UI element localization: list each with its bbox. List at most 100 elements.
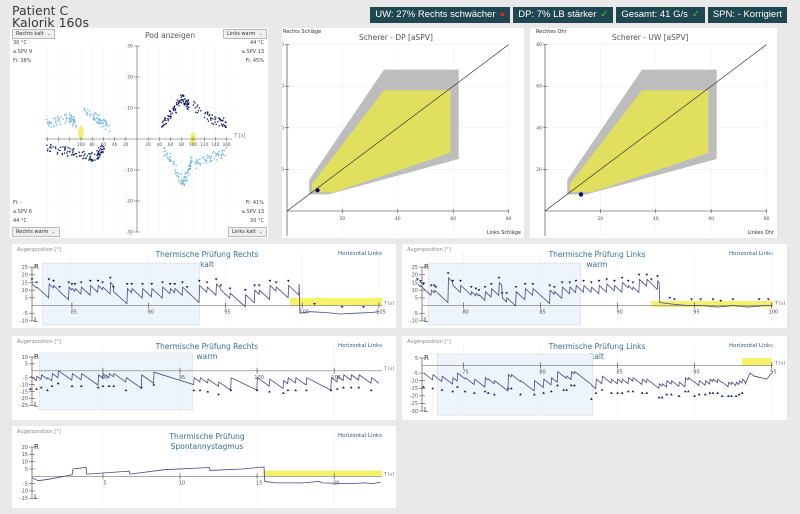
beat-marker [656,275,659,278]
x-tick-label: 20 [123,142,129,147]
left-label: L [424,406,428,414]
beat-marker [573,384,576,387]
spv-point [184,176,186,178]
dp-badge: DP: 7% LB stärker ✓ [513,7,614,23]
yellow-band [742,357,772,366]
spv-point [174,109,177,111]
spv-point [194,102,196,104]
spv-point [212,118,214,120]
beat-marker [451,390,455,393]
spv-point [63,149,66,151]
spv-point [218,125,220,127]
dropdown-bottom-left[interactable]: Rechts warm ⌄ [12,227,60,237]
y-tick-label: 15 [22,452,28,458]
beat-marker [96,386,100,389]
spv-point [178,100,180,103]
aspv: a.SPV 13 [241,209,264,215]
spv-point [72,121,75,124]
spv-point [46,121,49,123]
chart-title: Thermische Prüfung Rechts kalt [132,250,282,270]
x-tick-label: 20 [146,142,152,147]
spv-point [179,182,182,184]
analysis-window [427,262,581,326]
spv-point [166,157,169,159]
spv-point [165,155,168,158]
spv-point [213,157,215,159]
spv-point [90,160,93,162]
dropdown-bottom-right[interactable]: Links kalt ⌄ [228,227,267,237]
spv-point [195,167,198,169]
beat-marker [483,286,487,289]
spv-point [89,110,91,112]
dropdown-top-left[interactable]: Rechts kalt ⌄ [12,29,55,39]
beat-marker [294,388,298,392]
y-tick-label: 20 [22,273,28,279]
x-tick-label: 80 [506,216,512,222]
yellow-band [289,297,382,306]
spv-point [182,95,185,97]
x-tick-label: 95 [770,370,776,376]
beat-marker [305,388,308,392]
spv-point [95,113,97,115]
spv-point [175,174,178,177]
spv-point [191,160,193,163]
y-tick-label: 5 [25,467,28,473]
beat-marker [472,391,476,394]
spv-point [75,124,77,126]
beat-marker [483,390,487,393]
y-tick-label: -10 [20,382,28,388]
spv-point [215,159,218,161]
spv-point [96,114,99,117]
spv-point [97,152,99,154]
y-axis-label: Augenposition [°] [17,339,61,345]
beat-marker [96,279,100,283]
beat-marker [70,283,74,286]
channel-selector[interactable]: Horizontal Links [338,343,382,349]
channel-selector[interactable]: Horizontal Links [729,251,773,257]
spv-point [218,154,220,157]
chevron-down-icon: ⌄ [258,229,263,235]
spv-point [177,175,180,178]
channel-selector[interactable]: Horizontal Links [729,343,773,349]
x-tick-label: 95 [179,375,185,381]
spv-point [69,147,71,150]
y-tick-label: -10 [410,378,418,384]
spv-point [204,112,206,115]
spv-point [169,156,171,158]
pod-title[interactable]: Pod anzeigen [145,31,196,40]
beat-marker [649,278,653,281]
spv-point [101,126,103,128]
beat-marker [268,390,271,393]
channel-selector[interactable]: Horizontal Links [338,433,382,439]
spv-point [180,101,183,104]
temp: 30 °C [13,40,27,46]
spv-point [169,160,171,162]
y-tick-label: 20 [282,167,284,173]
beat-marker [446,272,450,275]
beat-marker [340,306,344,309]
beat-marker [432,284,436,287]
channel-selector[interactable]: Horizontal Links [338,251,382,257]
spv-point [50,147,52,149]
spv-point [183,183,185,186]
beat-marker [477,289,481,292]
y-tick-label: 60 [282,84,284,90]
spv-point [87,108,89,111]
spv-point [200,110,202,112]
spv-point [91,158,93,161]
beat-marker [637,273,641,276]
uw-badge: UW: 27% Rechts schwächer ● [370,7,511,23]
spv-point [66,152,68,154]
x-tick-label: 80 [179,142,185,147]
spv-point [180,173,182,175]
spv-point [102,145,104,148]
y-tick-label: 15 [412,280,418,286]
spv-point [98,153,100,155]
spv-point [205,159,207,161]
beat-marker [185,286,189,289]
spv-point [101,152,103,154]
beat-marker [70,384,74,387]
spv-point [174,169,177,171]
dropdown-top-right[interactable]: Links warm ⌄ [223,29,267,39]
spv-point [48,121,50,123]
